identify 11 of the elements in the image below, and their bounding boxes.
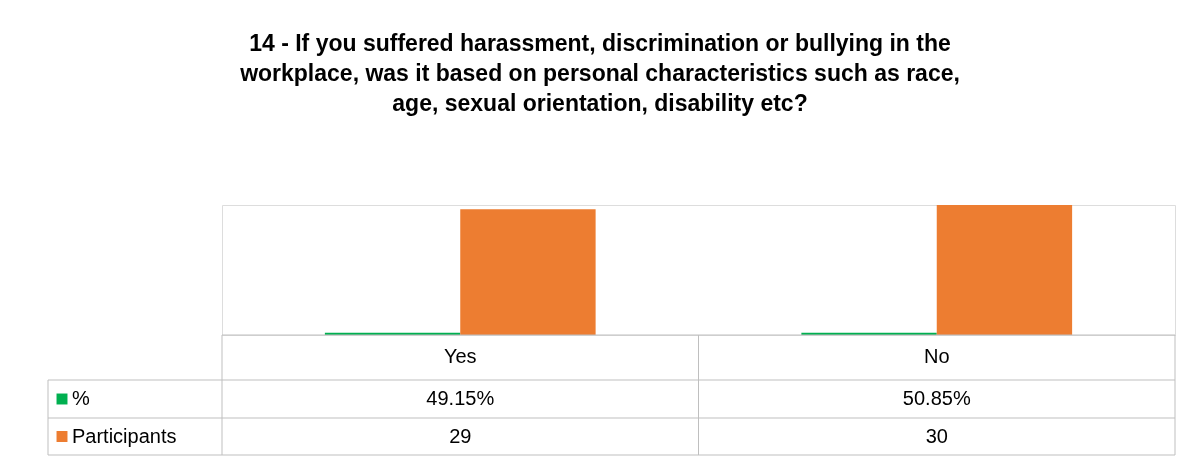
data-label: 29 (449, 424, 472, 447)
bar (936, 205, 1073, 335)
bar (460, 209, 596, 335)
chart-title: 14 - If you suffered harassment, discrimination or bullying in the workplace, was it based on personal characteristics such as race, age, sexual orientation, disability etc? (239, 30, 960, 116)
data-label: 50.85% (902, 387, 971, 409)
x-tick-label: No (923, 345, 950, 367)
legend-label: Participants (72, 424, 177, 447)
data-label: 49.15% (426, 387, 495, 409)
data-label: 30 (925, 424, 948, 447)
legend-label: % (72, 387, 90, 409)
x-tick-label: Yes (443, 345, 477, 367)
